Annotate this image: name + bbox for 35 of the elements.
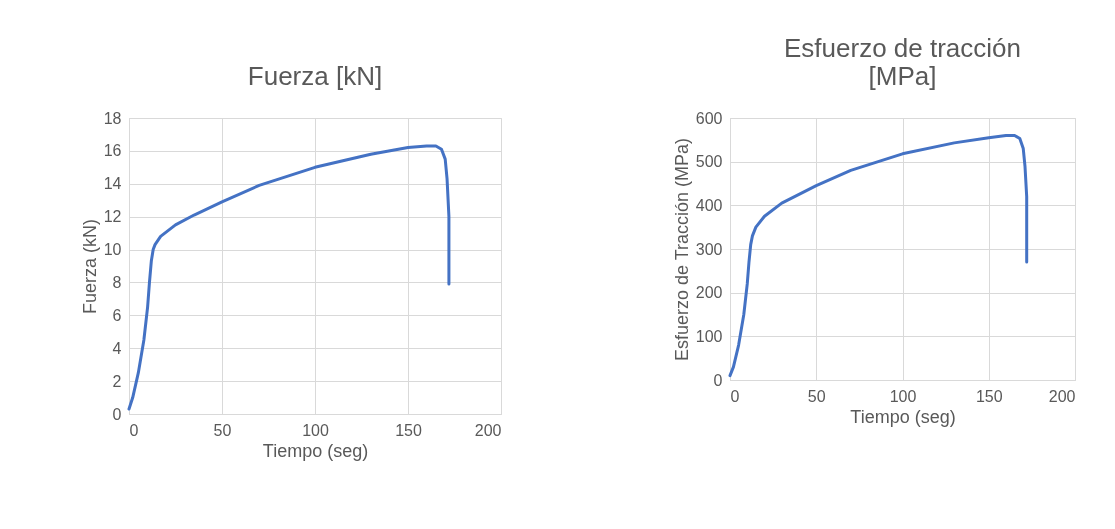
y-tick-label: 4 bbox=[112, 339, 122, 357]
y-tick-label: 10 bbox=[103, 241, 122, 259]
x-tick-label: 150 bbox=[975, 387, 1003, 405]
x-tick-label: 150 bbox=[395, 421, 422, 439]
x-tick-label: 100 bbox=[889, 387, 917, 405]
x-tick-label: 50 bbox=[213, 421, 232, 439]
y-axis-title: Esfuerzo de Tracción (MPa) bbox=[671, 137, 692, 362]
y-tick-label: 200 bbox=[695, 284, 723, 302]
y-tick-label: 16 bbox=[103, 142, 122, 160]
y-tick-label: 500 bbox=[695, 153, 723, 171]
y-tick-label: 0 bbox=[112, 405, 122, 423]
y-tick-label: 100 bbox=[695, 327, 723, 345]
y-tick-label: 2 bbox=[112, 372, 122, 390]
y-axis-title: Fuerza (kN) bbox=[79, 218, 100, 315]
x-tick-label: 200 bbox=[1048, 387, 1076, 405]
chart-title: Fuerza [kN] bbox=[247, 61, 383, 91]
y-tick-label: 8 bbox=[112, 273, 122, 291]
y-tick-label: 300 bbox=[695, 240, 723, 258]
x-tick-label: 100 bbox=[302, 421, 329, 439]
y-tick-label: 600 bbox=[695, 109, 723, 127]
x-tick-label: 0 bbox=[129, 421, 139, 439]
y-tick-label: 14 bbox=[103, 175, 122, 193]
x-tick-label: 50 bbox=[807, 387, 826, 405]
line-series bbox=[127, 144, 451, 411]
y-tick-label: 0 bbox=[713, 371, 723, 389]
x-axis-title: Tiempo (seg) bbox=[850, 406, 956, 427]
line-series bbox=[728, 133, 1029, 378]
chart-title: Esfuerzo de tracción [MPa] bbox=[783, 33, 1022, 91]
x-tick-label: 0 bbox=[730, 387, 740, 405]
y-tick-label: 18 bbox=[103, 109, 122, 127]
x-axis-title: Tiempo (seg) bbox=[262, 440, 369, 461]
y-tick-label: 12 bbox=[103, 208, 122, 226]
x-tick-label: 200 bbox=[474, 421, 502, 439]
y-tick-label: 400 bbox=[695, 196, 723, 214]
y-tick-label: 6 bbox=[112, 306, 122, 324]
